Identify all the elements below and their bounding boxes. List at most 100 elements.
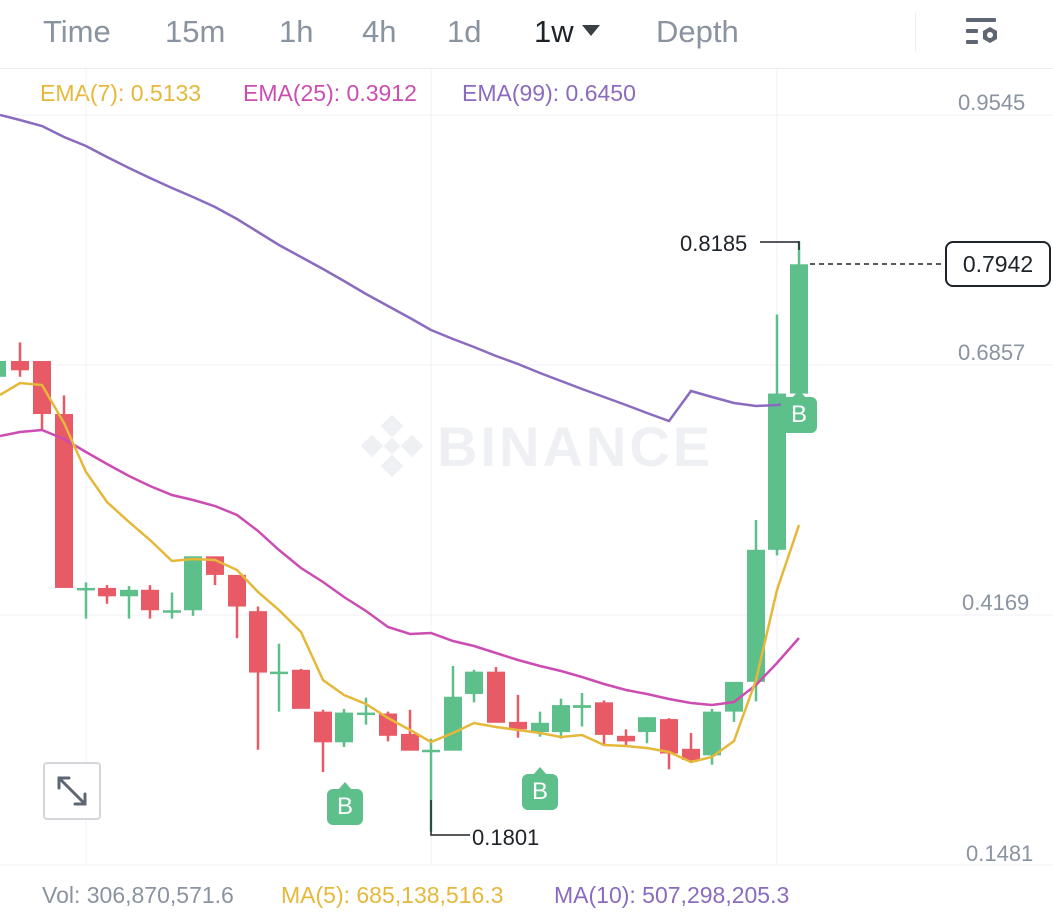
candle-body bbox=[531, 722, 549, 733]
candle-body bbox=[487, 671, 505, 723]
price-axis-label: 0.1481 bbox=[966, 841, 1034, 866]
price-axis-label: 0.4169 bbox=[962, 590, 1030, 615]
ema99-legend: EMA(99): 0.6450 bbox=[462, 80, 636, 106]
candle bbox=[228, 574, 246, 639]
candle-body bbox=[33, 361, 51, 415]
candle bbox=[33, 361, 51, 431]
candle-body bbox=[747, 549, 765, 682]
ema-lines bbox=[0, 113, 801, 764]
candle-body bbox=[595, 702, 613, 735]
candle bbox=[379, 711, 397, 742]
candle bbox=[0, 361, 6, 377]
candles bbox=[0, 241, 808, 832]
candle bbox=[141, 585, 159, 619]
buy-marker-pointer bbox=[792, 390, 806, 398]
chevron-down-icon bbox=[581, 25, 600, 36]
candle-body bbox=[682, 748, 700, 760]
buy-marker[interactable]: B bbox=[327, 782, 363, 825]
candle bbox=[163, 592, 181, 619]
candle bbox=[120, 586, 138, 619]
candle bbox=[552, 698, 570, 739]
volume-ma10-label: MA(10): 507,298,205.3 bbox=[554, 882, 790, 908]
candle-body bbox=[77, 587, 95, 591]
candle-body bbox=[141, 589, 159, 611]
candle bbox=[660, 718, 678, 770]
chart-overlays bbox=[430, 241, 943, 836]
candle-body bbox=[552, 705, 570, 733]
low-price-label: 0.1801 bbox=[472, 825, 540, 850]
candle bbox=[768, 314, 786, 556]
buy-marker-label: B bbox=[336, 793, 353, 820]
candle-body bbox=[0, 361, 6, 377]
candle bbox=[357, 697, 375, 725]
buy-marker-label: B bbox=[531, 778, 548, 805]
tab-1h[interactable]: 1h bbox=[279, 14, 314, 49]
buy-marker[interactable]: B bbox=[522, 767, 558, 810]
candle-body bbox=[11, 361, 29, 371]
candle bbox=[55, 395, 73, 588]
candle bbox=[638, 717, 656, 744]
candle-body bbox=[98, 587, 116, 597]
candle-body bbox=[465, 671, 483, 694]
tab-1w[interactable]: 1w bbox=[534, 14, 600, 50]
ema25-legend: EMA(25): 0.3912 bbox=[243, 80, 417, 106]
price-axis-label: 0.6857 bbox=[958, 340, 1026, 365]
candle-body bbox=[120, 589, 138, 597]
candle-body bbox=[163, 610, 181, 613]
candle-body bbox=[444, 696, 462, 751]
tab-1d[interactable]: 1d bbox=[447, 14, 482, 49]
candle-body bbox=[573, 705, 591, 708]
candle bbox=[292, 668, 310, 709]
buy-marker-label: B bbox=[790, 401, 807, 428]
candle bbox=[77, 582, 95, 619]
candle bbox=[682, 733, 700, 762]
tab-15m[interactable]: 15m bbox=[165, 14, 226, 49]
candlestick-chart[interactable] bbox=[0, 68, 1053, 868]
candle-body bbox=[509, 721, 527, 730]
candle-body bbox=[703, 711, 721, 756]
price-axis-label: 0.9545 bbox=[958, 90, 1026, 115]
low-leader-line bbox=[430, 800, 470, 836]
current-price-badge: 0.7942 bbox=[945, 241, 1051, 287]
high-price-label: 0.8185 bbox=[680, 231, 748, 256]
candle bbox=[184, 556, 202, 616]
chart-settings-icon[interactable] bbox=[962, 14, 1002, 52]
candle bbox=[270, 643, 288, 712]
candle bbox=[790, 241, 808, 394]
candle-body bbox=[270, 671, 288, 675]
candle bbox=[573, 693, 591, 727]
ema7-line bbox=[0, 381, 801, 764]
candle-body bbox=[725, 681, 743, 712]
timeframe-bar: Time 15m 1h 4h 1d 1w Depth bbox=[0, 0, 1053, 69]
watermark-text: BINANCE bbox=[437, 415, 714, 478]
candle-body bbox=[401, 733, 419, 751]
buy-marker[interactable]: B bbox=[781, 390, 817, 433]
candle-body bbox=[357, 712, 375, 716]
ema99-line bbox=[0, 113, 800, 423]
tab-4h[interactable]: 4h bbox=[362, 14, 397, 49]
volume-ma5-label: MA(5): 685,138,516.3 bbox=[281, 882, 504, 908]
candle bbox=[725, 681, 743, 722]
candle-body bbox=[790, 264, 808, 394]
candle bbox=[444, 666, 462, 751]
expand-chart-button[interactable] bbox=[43, 762, 101, 820]
candle-body bbox=[617, 735, 635, 742]
candle-body bbox=[249, 611, 267, 673]
tab-depth[interactable]: Depth bbox=[656, 14, 739, 49]
buy-marker-pointer bbox=[533, 767, 547, 775]
candle-body bbox=[422, 749, 440, 753]
candle-body bbox=[638, 717, 656, 733]
candle-body bbox=[335, 712, 353, 743]
volume-label: Vol: 306,870,571.6 bbox=[42, 882, 234, 908]
tab-time[interactable]: Time bbox=[43, 14, 111, 49]
candle bbox=[335, 708, 353, 747]
candle bbox=[465, 669, 483, 703]
candle-body bbox=[314, 711, 332, 743]
candle-body bbox=[660, 719, 678, 754]
candle bbox=[595, 700, 613, 745]
candle bbox=[703, 708, 721, 765]
candle bbox=[747, 520, 765, 702]
candle-body bbox=[55, 414, 73, 588]
candle-body bbox=[184, 556, 202, 611]
candle-body bbox=[768, 393, 786, 550]
